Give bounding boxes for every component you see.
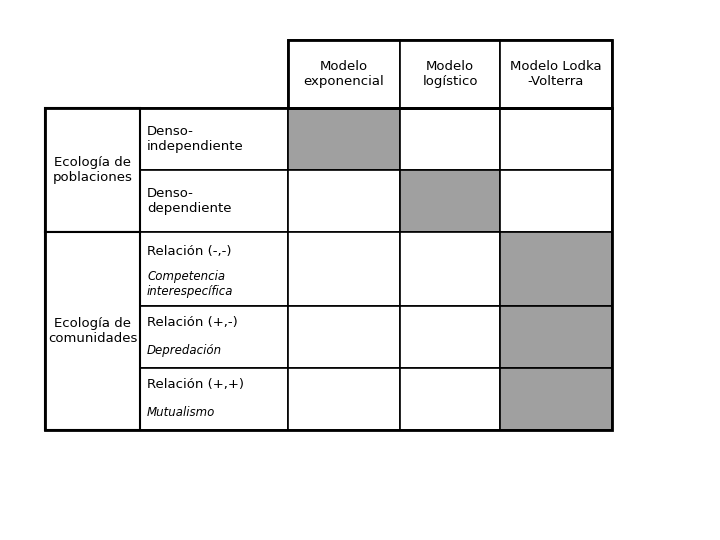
- Text: Relación (-,-): Relación (-,-): [147, 246, 232, 259]
- Bar: [288, 170, 400, 232]
- Bar: [400, 108, 500, 170]
- Text: Relación (+,-): Relación (+,-): [147, 316, 238, 329]
- Text: Modelo Lodka
-Volterra: Modelo Lodka -Volterra: [510, 60, 602, 88]
- Bar: [140, 108, 288, 170]
- Text: Modelo
logístico: Modelo logístico: [422, 60, 478, 88]
- Bar: [500, 368, 612, 430]
- Bar: [288, 108, 400, 170]
- Bar: [400, 368, 500, 430]
- Bar: [500, 306, 612, 368]
- Bar: [140, 170, 288, 232]
- Bar: [140, 368, 288, 430]
- Bar: [288, 232, 400, 306]
- Bar: [288, 40, 400, 108]
- Bar: [400, 306, 500, 368]
- Bar: [288, 40, 612, 108]
- Bar: [140, 232, 288, 306]
- Bar: [500, 40, 612, 108]
- Bar: [500, 232, 612, 306]
- Text: Mutualismo: Mutualismo: [147, 406, 215, 419]
- Bar: [140, 306, 288, 368]
- Bar: [500, 170, 612, 232]
- Text: Ecología de
poblaciones: Ecología de poblaciones: [53, 156, 132, 184]
- Text: Denso-
dependiente: Denso- dependiente: [147, 187, 232, 215]
- Bar: [400, 40, 500, 108]
- Bar: [45, 232, 140, 430]
- Bar: [45, 108, 612, 430]
- Bar: [500, 108, 612, 170]
- Text: Competencia
interespecífica: Competencia interespecífica: [147, 270, 233, 298]
- Text: Denso-
independiente: Denso- independiente: [147, 125, 244, 153]
- Text: Depredación: Depredación: [147, 344, 222, 357]
- Bar: [288, 306, 400, 368]
- Bar: [45, 108, 140, 232]
- Bar: [400, 170, 500, 232]
- Bar: [400, 232, 500, 306]
- Text: Ecología de
comunidades: Ecología de comunidades: [48, 317, 138, 345]
- Text: Modelo
exponencial: Modelo exponencial: [304, 60, 384, 88]
- Text: Relación (+,+): Relación (+,+): [147, 378, 244, 392]
- Bar: [288, 368, 400, 430]
